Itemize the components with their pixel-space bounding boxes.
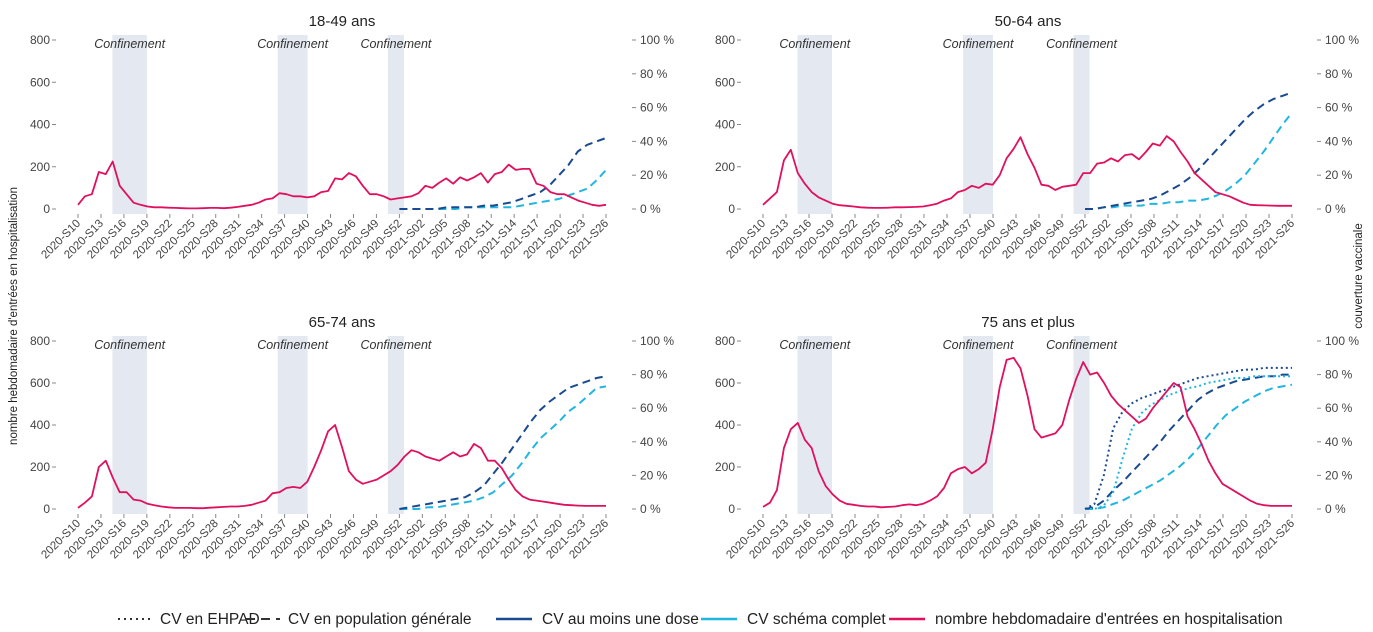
y-left-tick-label: 0 [728,202,735,216]
y-right-tick-label: 60 % [1325,101,1353,115]
y-left-tick-label: 600 [715,376,735,390]
y-left-tick-label: 800 [715,33,735,47]
y-right-tick-label: 60 % [1325,401,1353,415]
lockdown-label: Confinement [94,37,165,51]
lockdown-label: Confinement [257,338,328,352]
lockdown-band [963,336,993,514]
lockdown-band [387,35,404,214]
lockdown-band [1073,35,1090,214]
y-right-tick-label: 0 % [640,202,661,216]
lockdown-label: Confinement [779,338,850,352]
series-complete-population [399,385,607,510]
y-left-tick-label: 800 [715,334,735,348]
chart-panel-2: Confinement Confinement Confinement 50-64 a… [715,13,1359,261]
lockdown-label: Confinement [943,338,1014,352]
legend-ehpad-label: CV en EHPAD [160,611,260,628]
legend: CV en EHPAD CV en population générale CV… [118,611,1283,628]
y-right-tick-label: 20 % [640,468,668,482]
y-right-tick-label: 100 % [1325,33,1359,47]
y-left-tick-label: 0 [43,502,50,516]
y-right-tick-label: 0 % [1325,502,1346,516]
chart-panel-4: Confinement Confinement Confinement 75 ans … [715,314,1359,561]
lockdown-label: Confinement [943,37,1014,51]
lockdown-label: Confinement [1046,338,1117,352]
series-hospitalisations [77,160,607,210]
series-hospitalisations [77,424,606,510]
y-right-tick-label: 100 % [640,334,674,348]
y-right-tick-label: 20 % [1325,168,1353,182]
y-left-tick-label: 800 [30,33,50,47]
y-axis-right-label: couverture vaccinale [1353,223,1365,328]
lockdown-band [277,35,308,214]
series-complete-population [1085,383,1293,510]
chart-title: 75 ans et plus [981,314,1074,331]
lockdown-label: Confinement [94,338,165,352]
y-left-tick-label: 400 [30,118,50,132]
lockdown-label: Confinement [257,37,328,51]
chart-title: 65-74 ans [309,314,376,331]
series-hospitalisations [762,356,1292,509]
y-left-tick-label: 800 [30,334,50,348]
y-left-tick-label: 200 [715,460,735,474]
y-left-tick-label: 600 [30,376,50,390]
y-right-tick-label: 40 % [640,435,668,449]
y-left-tick-label: 400 [715,118,735,132]
lockdown-band [277,336,308,514]
lockdown-label: Confinement [361,338,432,352]
y-axis-left-label: nombre hebdomadaire d'entrées en hospita… [8,187,20,445]
y-right-tick-label: 20 % [1325,468,1353,482]
legend-dose1-label: CV au moins une dose [542,611,699,628]
y-left-tick-label: 400 [30,418,50,432]
lockdown-label: Confinement [779,37,850,51]
series-dose1-population [1084,373,1292,510]
lockdown-band [112,35,147,214]
lockdown-band [1073,336,1090,514]
chart-title: 50-64 ans [995,13,1062,30]
y-left-tick-label: 200 [30,460,50,474]
series-complete-population [1085,112,1293,210]
y-right-tick-label: 40 % [1325,435,1353,449]
y-right-tick-label: 0 % [640,502,661,516]
y-right-tick-label: 60 % [640,401,668,415]
chart-panel-3: Confinement Confinement Confinement 65-74 a… [30,314,674,561]
y-right-tick-label: 60 % [640,101,668,115]
y-right-tick-label: 0 % [1325,202,1346,216]
y-right-tick-label: 80 % [640,368,668,382]
y-left-tick-label: 0 [43,202,50,216]
series-dose1-population [399,137,607,210]
y-right-tick-label: 80 % [640,67,668,81]
y-right-tick-label: 100 % [1325,334,1359,348]
legend-pop-label: CV en population générale [288,611,472,628]
y-right-tick-label: 80 % [1325,368,1353,382]
chart-panel-1: Confinement Confinement Confinement 18-49 a… [30,13,674,261]
y-right-tick-label: 40 % [1325,134,1353,148]
y-right-tick-label: 20 % [640,168,668,182]
y-left-tick-label: 600 [715,75,735,89]
lockdown-band [797,35,832,214]
series-complete-population [399,169,607,210]
series-dose1-population [1085,91,1293,210]
y-right-tick-label: 100 % [640,33,674,47]
series-dose1-population [399,375,607,510]
lockdown-label: Confinement [361,37,432,51]
y-left-tick-label: 0 [728,502,735,516]
y-left-tick-label: 400 [715,418,735,432]
legend-complete-label: CV schéma complet [747,611,886,628]
series-dose1-ehpad [1084,366,1292,510]
y-right-tick-label: 40 % [640,134,668,148]
lockdown-band [797,336,832,514]
lockdown-band [112,336,147,514]
legend-hosp-label: nombre hebdomadaire d'entrées en hospita… [935,611,1283,628]
series-complete-ehpad [1085,375,1292,510]
y-left-tick-label: 200 [715,160,735,174]
lockdown-label: Confinement [1046,37,1117,51]
y-left-tick-label: 200 [30,160,50,174]
y-right-tick-label: 80 % [1325,67,1353,81]
lockdown-band [387,336,404,514]
chart-title: 18-49 ans [309,13,376,30]
y-left-tick-label: 600 [30,75,50,89]
series-hospitalisations [762,135,1292,209]
